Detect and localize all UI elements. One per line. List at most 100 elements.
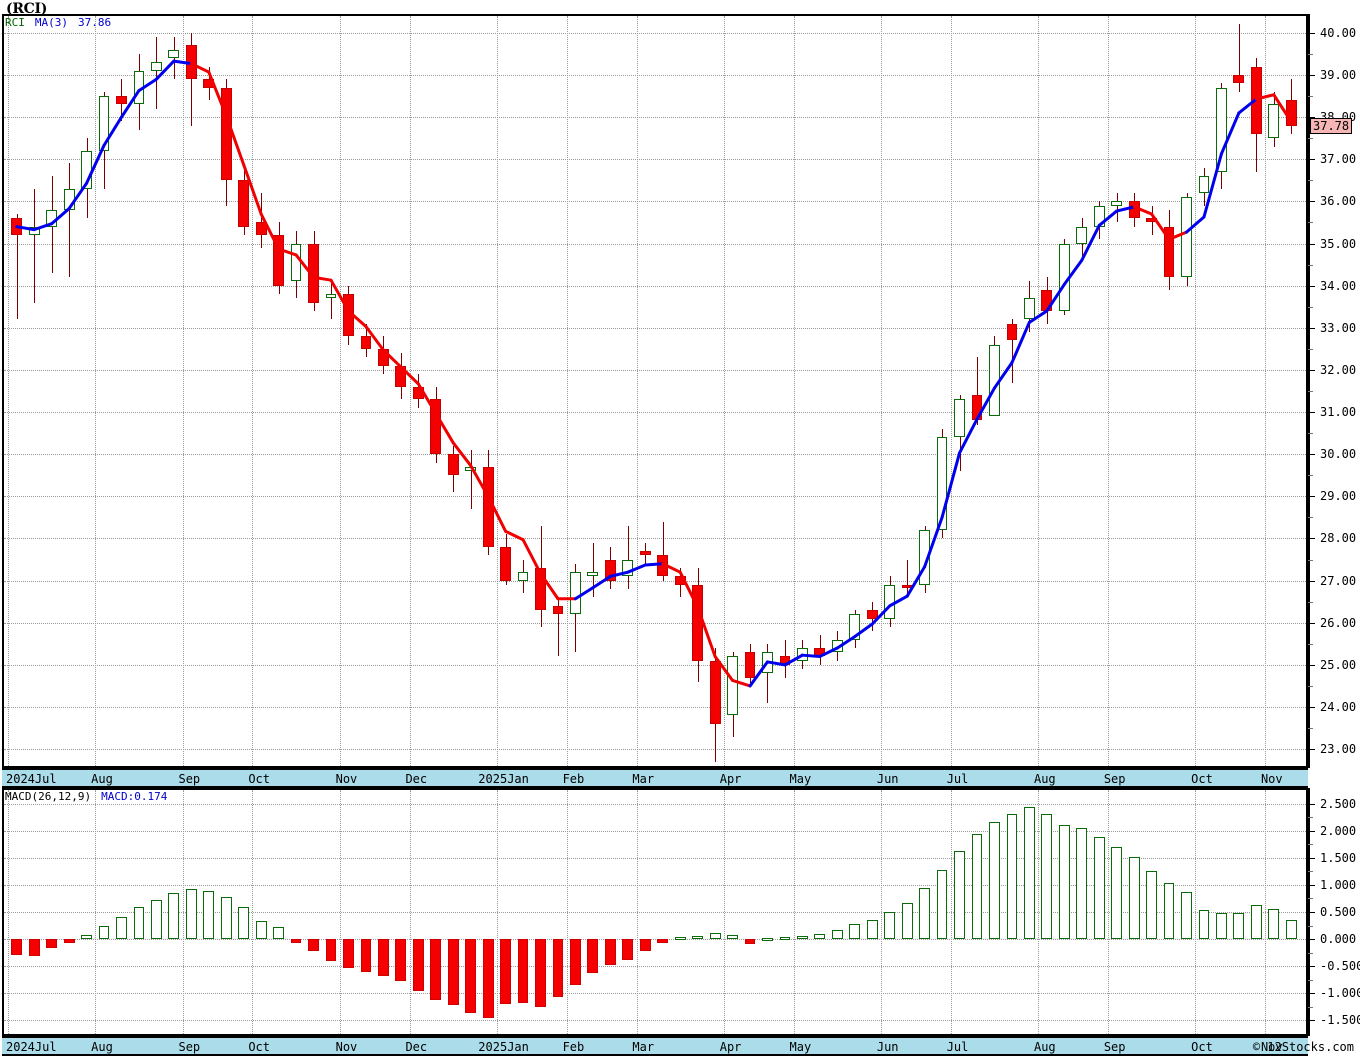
macd-bar: [1163, 883, 1175, 940]
candle-body: [500, 546, 511, 581]
macd-bar: [622, 939, 634, 960]
candle-body: [692, 584, 704, 661]
candle-body: [98, 96, 110, 151]
date-tick-bottom-label[interactable]: May: [789, 1040, 812, 1054]
price-gridline-h: [4, 243, 1306, 245]
candle-body: [290, 243, 302, 282]
macd-gridline-v: [723, 790, 725, 1034]
date-tick-top-label[interactable]: Feb: [562, 772, 585, 786]
candle-body: [1198, 176, 1210, 193]
candle-body: [1076, 226, 1088, 244]
date-tick-top-label[interactable]: Sep: [178, 772, 201, 786]
date-axis-top[interactable]: 2024Jul Aug Sep Oct Nov Dec 2025Jan Feb Mar Apr Ma…: [2, 768, 1308, 788]
macd-legend: MACD(26,12,9) MACD:0.174: [5, 791, 167, 803]
candle-body: [430, 399, 442, 455]
date-tick-bottom-label[interactable]: Sep: [178, 1040, 201, 1054]
macd-bar: [168, 893, 180, 940]
date-tick-bottom-label[interactable]: Nov: [335, 1040, 358, 1054]
price-axis-label: 39.00: [1320, 67, 1357, 82]
macd-bar: [395, 939, 407, 982]
macd-chart-panel[interactable]: [2, 788, 1308, 1036]
date-tick-bottom-label[interactable]: Mar: [632, 1040, 655, 1054]
date-tick-bottom-label[interactable]: Oct: [248, 1040, 270, 1054]
date-tick-top-label[interactable]: Nov: [1260, 772, 1283, 786]
price-axis-tick: [1308, 749, 1315, 751]
macd-y-axis[interactable]: -1.500 -1.000 -0.500 0.000 0.500 1.000 1.500 2.…: [1308, 788, 1360, 1036]
macd-bar: [604, 939, 616, 966]
date-tick-bottom-label[interactable]: Apr: [719, 1040, 742, 1054]
price-axis-label: 29.00: [1320, 489, 1357, 504]
candle-body: [447, 454, 459, 476]
candle-wick: [331, 281, 332, 320]
date-tick-top-label[interactable]: Jun: [876, 772, 899, 786]
price-chart-panel[interactable]: [2, 14, 1308, 768]
macd-gridline-v: [1195, 790, 1197, 1034]
date-tick-top-label[interactable]: Mar: [632, 772, 655, 786]
macd-axis-label: 0.500: [1320, 905, 1357, 919]
candle-body: [343, 294, 354, 337]
candle-body: [971, 395, 983, 421]
date-tick-top-label[interactable]: 2024Jul: [6, 772, 57, 786]
date-tick-bottom-label[interactable]: Dec: [405, 1040, 428, 1054]
candle-body: [779, 656, 791, 665]
date-tick-top-label[interactable]: Apr: [719, 772, 742, 786]
date-tick-bottom-label[interactable]: Jun: [876, 1040, 899, 1054]
date-tick-bottom-label[interactable]: Feb: [562, 1040, 585, 1054]
price-gridline-h: [4, 538, 1306, 540]
macd-bar: [116, 917, 127, 940]
date-tick-top-label[interactable]: Aug: [91, 772, 113, 786]
date-tick-bottom-label[interactable]: 2025Jan: [478, 1040, 529, 1054]
date-tick-top-label[interactable]: May: [789, 772, 812, 786]
candle-body: [709, 660, 721, 724]
date-tick-top-label[interactable]: Oct: [248, 772, 270, 786]
date-tick-bottom-label[interactable]: Sep: [1103, 1040, 1126, 1054]
macd-bar: [133, 906, 145, 940]
price-axis-tick: [1308, 369, 1315, 371]
date-axis-bottom[interactable]: 2024Jul Aug Sep Oct Nov Dec 2025Jan Feb Mar Apr Ma…: [2, 1036, 1308, 1056]
date-tick-bottom-label[interactable]: Aug: [91, 1040, 113, 1054]
price-axis-label: 35.00: [1320, 236, 1357, 251]
macd-bar: [1023, 806, 1035, 940]
macd-bar: [1268, 909, 1280, 940]
price-axis-label: 31.00: [1320, 405, 1357, 420]
candle-body: [936, 437, 948, 531]
macd-bar: [255, 921, 267, 940]
price-axis-label: 32.00: [1320, 362, 1357, 377]
macd-gridline-h: [4, 912, 1306, 913]
date-tick-bottom-label[interactable]: Aug: [1033, 1040, 1056, 1054]
price-axis-label: 33.00: [1320, 320, 1357, 335]
date-tick-top-label[interactable]: Aug: [1033, 772, 1056, 786]
date-tick-top-label[interactable]: Nov: [335, 772, 358, 786]
date-tick-top-label[interactable]: Jul: [946, 772, 969, 786]
date-tick-bottom-label[interactable]: 2024Jul: [6, 1040, 57, 1054]
date-tick-top-label[interactable]: Oct: [1191, 772, 1213, 786]
macd-gridline-h: [4, 1020, 1306, 1022]
macd-bar: [849, 924, 861, 940]
date-tick-top-label[interactable]: 2025Jan: [478, 772, 529, 786]
macd-bar: [1216, 912, 1227, 940]
macd-gridline-v: [1038, 790, 1040, 1034]
macd-axis-tick: [1308, 939, 1315, 941]
macd-axis-label: 2.500: [1320, 796, 1357, 811]
price-gridline-h: [4, 749, 1306, 751]
macd-axis-label: -1.500: [1320, 1013, 1360, 1028]
candle-body: [744, 652, 756, 678]
candle-wick: [34, 188, 35, 303]
price-gridline-v: [252, 16, 254, 766]
macd-bar: [884, 912, 896, 940]
date-tick-bottom-label[interactable]: Oct: [1191, 1040, 1213, 1054]
price-y-axis[interactable]: 23.00 24.00 25.00 26.00 27.00 28.00 29.00 30.00…: [1308, 14, 1360, 768]
candle-body: [1268, 104, 1280, 139]
date-tick-bottom-label[interactable]: Nov: [1260, 1040, 1283, 1054]
macd-gridline-v: [950, 790, 952, 1034]
date-tick-top-label[interactable]: Dec: [405, 772, 428, 786]
legend-macd-indicator: MACD(26,12,9): [5, 790, 92, 803]
macd-gridline-v: [636, 790, 638, 1034]
date-tick-top-label[interactable]: Sep: [1103, 772, 1126, 786]
macd-axis-label: 1.500: [1320, 850, 1357, 865]
candle-body: [1023, 298, 1035, 320]
candle-wick: [69, 163, 70, 278]
date-tick-bottom-label[interactable]: Jul: [946, 1040, 969, 1054]
price-axis-label: 26.00: [1320, 615, 1357, 630]
candle-wick: [593, 542, 594, 598]
